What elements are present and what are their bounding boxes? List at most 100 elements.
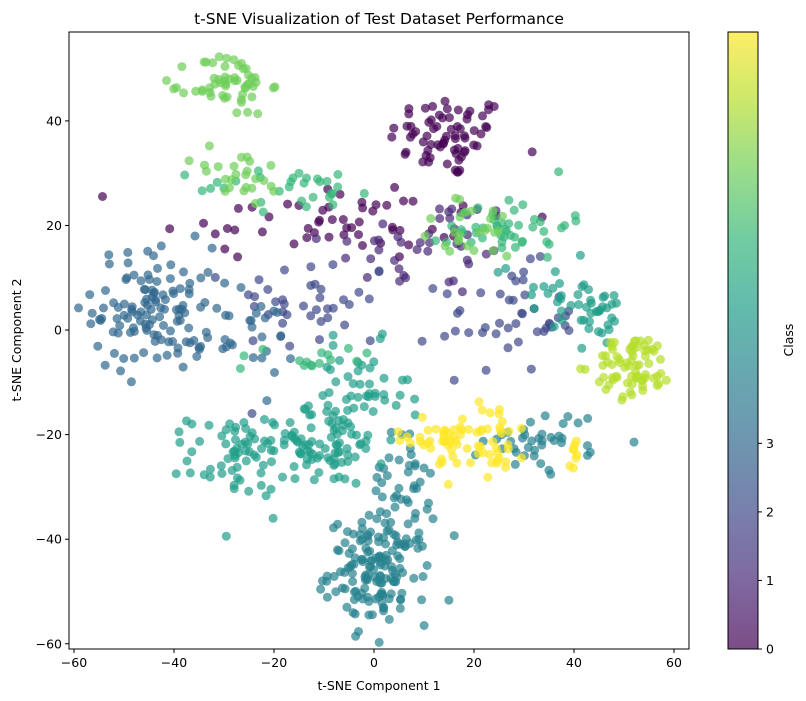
y-tick-label: −40 xyxy=(36,532,62,547)
scatter-point xyxy=(577,343,587,353)
scatter-point xyxy=(365,546,375,556)
scatter-point xyxy=(579,280,589,290)
scatter-point xyxy=(199,218,208,228)
scatter-point xyxy=(331,587,341,597)
scatter-point xyxy=(452,122,462,131)
scatter-point xyxy=(394,483,404,493)
scatter-point xyxy=(347,429,357,439)
scatter-point xyxy=(424,498,433,508)
scatter-point xyxy=(449,425,459,435)
scatter-point xyxy=(217,431,227,441)
scatter-point xyxy=(351,478,361,488)
scatter-point xyxy=(449,375,459,385)
scatter-point xyxy=(502,251,512,261)
scatter-point xyxy=(382,471,392,481)
scatter-point xyxy=(501,457,511,467)
scatter-point xyxy=(340,584,350,594)
scatter-point xyxy=(394,264,404,274)
scatter-point xyxy=(220,244,230,254)
scatter-point xyxy=(377,329,387,339)
scatter-point xyxy=(368,407,378,416)
scatter-point xyxy=(495,318,504,328)
scatter-point xyxy=(143,300,152,310)
scatter-point xyxy=(488,246,498,256)
scatter-point xyxy=(476,288,486,298)
scatter-point xyxy=(582,302,591,312)
scatter-point xyxy=(410,410,420,420)
scatter-point xyxy=(643,335,653,345)
scatter-point xyxy=(457,425,467,435)
scatter-point xyxy=(220,93,230,103)
scatter-point xyxy=(575,250,585,260)
scatter-point xyxy=(233,203,243,213)
scatter-point xyxy=(221,531,231,541)
scatter-point xyxy=(331,423,341,433)
scatter-point xyxy=(208,58,218,68)
scatter-point xyxy=(280,265,289,275)
scatter-point xyxy=(390,182,400,192)
scatter-point xyxy=(175,437,185,447)
scatter-point xyxy=(423,425,433,435)
scatter-point xyxy=(357,517,367,527)
scatter-point xyxy=(328,340,338,350)
scatter-point xyxy=(381,550,391,560)
scatter-point xyxy=(355,379,365,389)
scatter-point xyxy=(74,303,83,313)
scatter-point xyxy=(343,405,353,415)
scatter-point xyxy=(303,223,313,233)
scatter-point xyxy=(570,440,580,450)
scatter-point xyxy=(257,353,267,363)
scatter-point xyxy=(343,343,353,353)
scatter-point xyxy=(428,514,438,524)
scatter-point xyxy=(504,295,514,305)
scatter-point xyxy=(351,631,361,641)
scatter-point xyxy=(354,217,364,227)
scatter-point xyxy=(315,335,324,345)
scatter-point xyxy=(350,609,360,619)
scatter-point xyxy=(286,177,296,187)
scatter-point xyxy=(256,301,266,311)
scatter-point xyxy=(197,186,207,196)
scatter-point xyxy=(270,82,280,92)
scatter-point xyxy=(556,291,566,301)
scatter-point xyxy=(342,236,352,246)
scatter-point xyxy=(328,303,338,313)
scatter-point xyxy=(201,327,211,337)
scatter-point xyxy=(478,111,487,121)
y-tick-label: −20 xyxy=(36,427,62,442)
scatter-point xyxy=(444,113,454,123)
scatter-point xyxy=(203,267,213,277)
scatter-point xyxy=(535,217,545,227)
scatter-point xyxy=(241,182,251,192)
scatter-point xyxy=(384,594,394,604)
scatter-point xyxy=(550,267,560,277)
scatter-point xyxy=(220,335,230,344)
scatter-point xyxy=(410,513,420,523)
scatter-point xyxy=(415,432,425,442)
scatter-point xyxy=(376,459,386,469)
scatter-point xyxy=(336,567,345,577)
scatter-point xyxy=(464,259,474,269)
scatter-point xyxy=(322,571,332,581)
scatter-point xyxy=(568,463,578,473)
scatter-point xyxy=(158,290,168,300)
chart-title: t-SNE Visualization of Test Dataset Perf… xyxy=(194,10,564,28)
scatter-point xyxy=(450,131,460,141)
scatter-point xyxy=(87,308,97,318)
scatter-point xyxy=(327,215,337,225)
scatter-point xyxy=(206,183,216,193)
scatter-point xyxy=(501,263,511,273)
scatter-point xyxy=(191,86,201,96)
scatter-point xyxy=(528,282,538,292)
scatter-point xyxy=(607,341,617,351)
x-tick-label: −60 xyxy=(61,655,87,670)
scatter-point xyxy=(353,392,363,402)
y-tick-label: 40 xyxy=(46,113,62,128)
scatter-point xyxy=(377,478,387,488)
scatter-point xyxy=(222,224,232,233)
scatter-point xyxy=(199,470,209,480)
scatter-point xyxy=(263,285,273,294)
scatter-point xyxy=(449,531,459,541)
scatter-point xyxy=(317,348,327,358)
scatter-point xyxy=(401,147,411,157)
